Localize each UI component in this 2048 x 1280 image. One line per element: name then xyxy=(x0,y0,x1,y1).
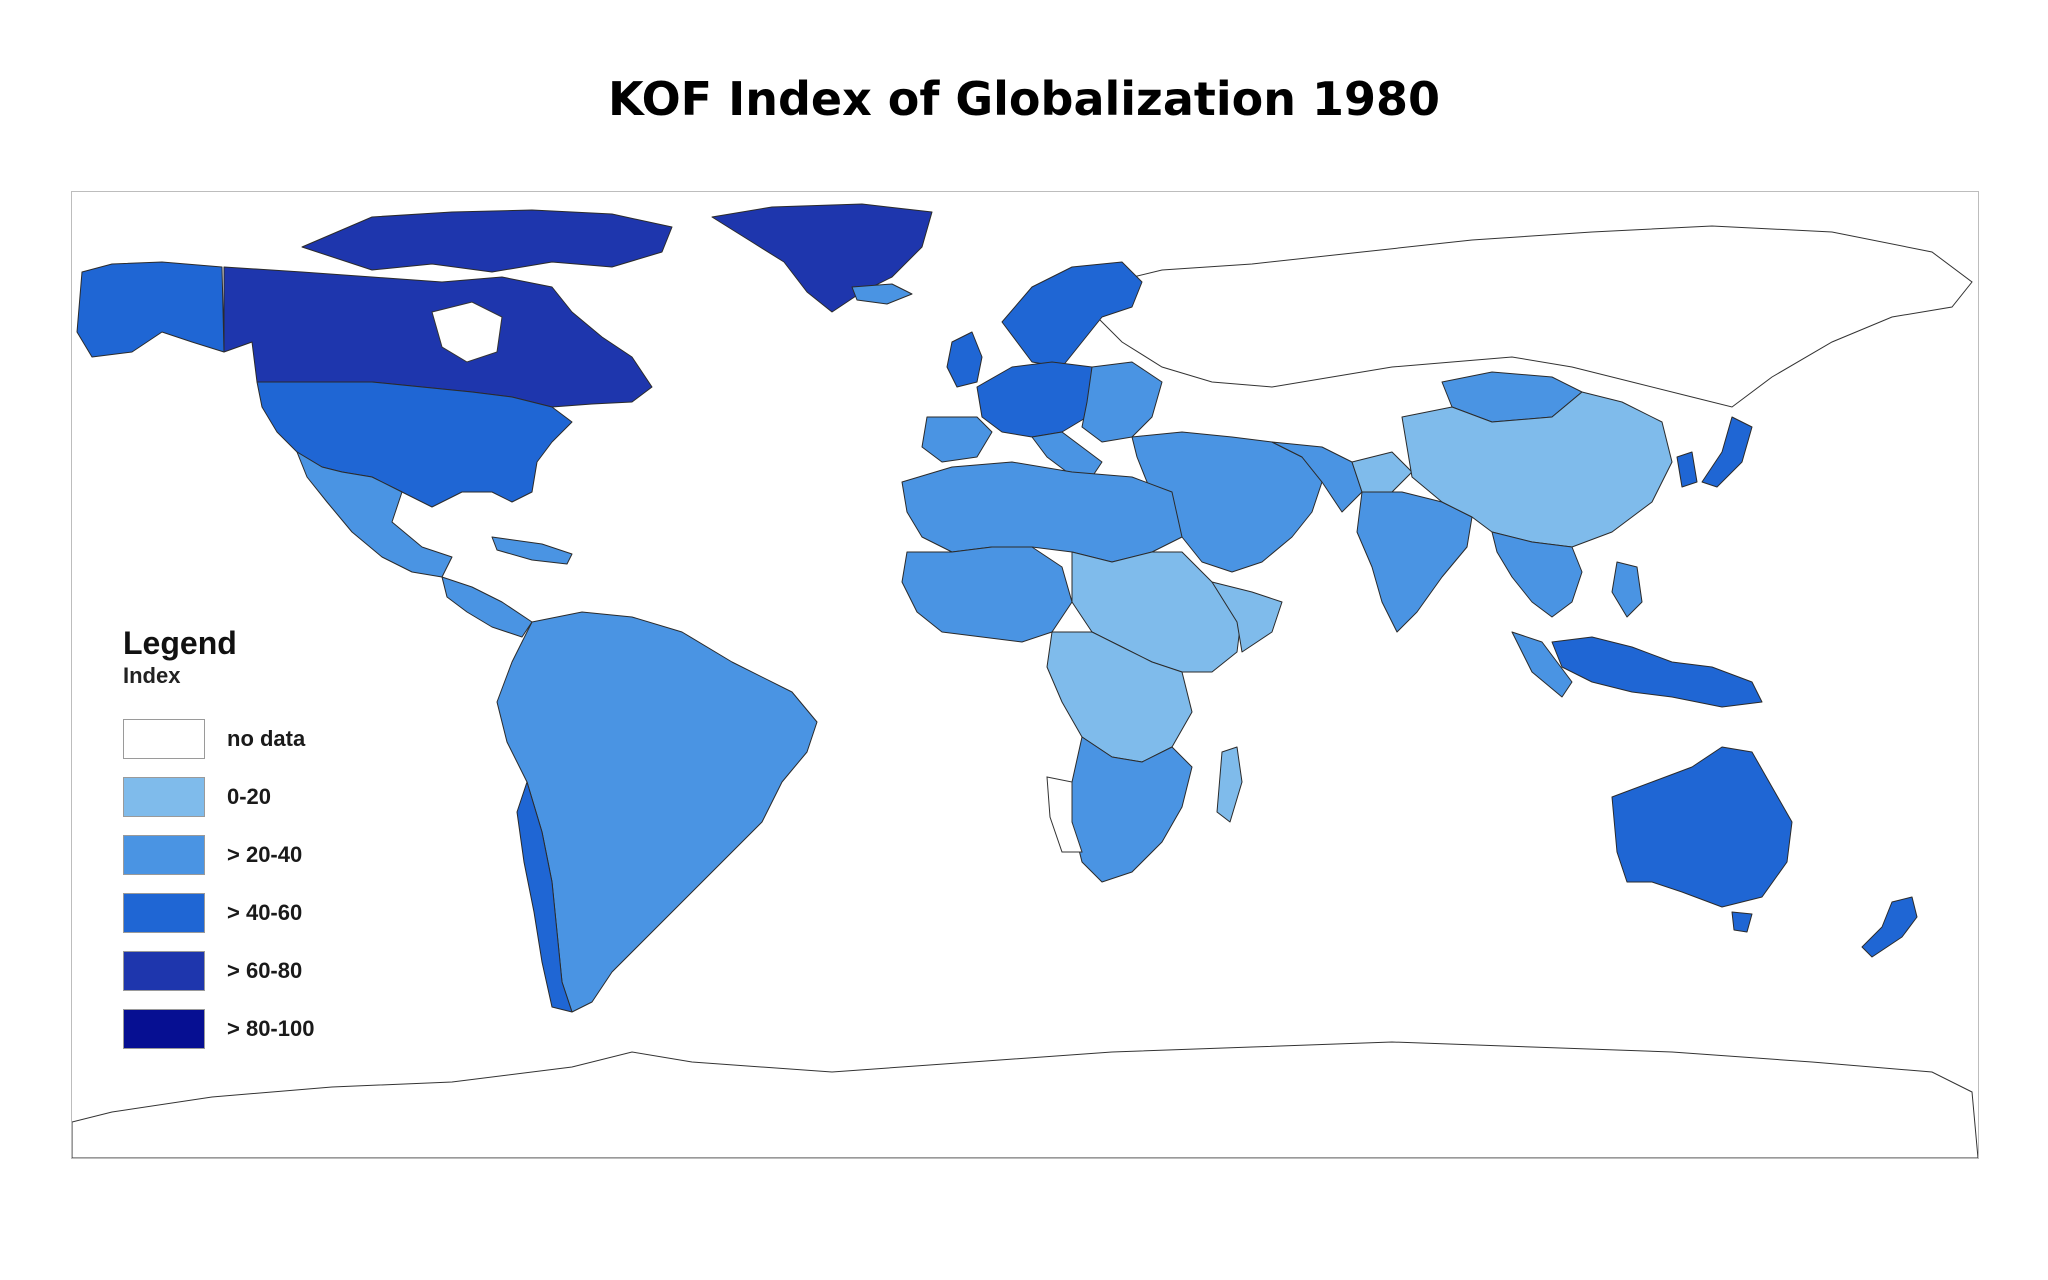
region-tasmania xyxy=(1731,911,1753,933)
region-australia xyxy=(1611,746,1793,908)
legend-swatch xyxy=(123,893,205,933)
region-alaska xyxy=(76,261,225,358)
legend-swatch xyxy=(123,777,205,817)
region-north-africa xyxy=(901,461,1183,563)
region-west-africa xyxy=(901,546,1073,643)
region-eastern-europe xyxy=(1081,361,1163,443)
legend-label: > 80-100 xyxy=(227,1016,315,1041)
region-india xyxy=(1356,491,1473,633)
region-new-zealand xyxy=(1861,896,1918,958)
region-hudson-bay xyxy=(431,301,503,363)
legend-item: > 80-100 xyxy=(123,1000,383,1058)
region-scandinavia xyxy=(1001,261,1143,368)
region-horn-of-africa xyxy=(1211,581,1283,653)
region-greenland xyxy=(711,203,933,313)
legend-label: 0-20 xyxy=(227,784,272,809)
legend-swatch xyxy=(123,719,205,759)
legend-item: 0-20 xyxy=(123,768,383,826)
world-map-canvas xyxy=(72,203,1978,1158)
legend-swatch xyxy=(123,1009,205,1049)
region-iran xyxy=(1271,441,1363,513)
region-uk xyxy=(946,331,983,388)
legend-title: Legend xyxy=(123,625,237,661)
legend-item: > 40-60 xyxy=(123,884,383,942)
legend-item: > 60-80 xyxy=(123,942,383,1000)
region-chile xyxy=(516,781,573,1013)
region-soviet-union xyxy=(1091,225,1973,408)
region-madagascar xyxy=(1216,746,1243,823)
legend-subtitle: Index xyxy=(123,663,181,688)
legend-item: no data xyxy=(123,710,383,768)
region-sumatra xyxy=(1511,631,1573,698)
region-namibia xyxy=(1046,776,1083,853)
region-caribbean xyxy=(491,536,573,565)
legend-label: > 60-80 xyxy=(227,958,303,983)
world-map xyxy=(71,191,1979,1159)
region-china xyxy=(1401,391,1673,548)
legend-swatch xyxy=(123,951,205,991)
region-usa xyxy=(256,381,573,508)
region-iceland xyxy=(851,283,913,305)
region-mexico xyxy=(296,451,453,578)
region-malaysia xyxy=(1551,636,1763,708)
region-japan xyxy=(1701,416,1753,488)
legend-label: no data xyxy=(227,726,306,751)
region-italy-balkans xyxy=(1031,431,1103,478)
legend: Legend Index no data 0-20 > 20-40 > 40-6… xyxy=(123,624,383,1058)
region-philippines xyxy=(1611,561,1643,618)
region-iberia xyxy=(921,416,993,463)
region-southeast-asia xyxy=(1491,531,1583,618)
legend-label: > 20-40 xyxy=(227,842,303,867)
legend-items: no data 0-20 > 20-40 > 40-60 > 60-80 > 8… xyxy=(123,710,383,1058)
legend-item: > 20-40 xyxy=(123,826,383,884)
map-title: KOF Index of Globalization 1980 xyxy=(607,72,1441,126)
legend-label: > 40-60 xyxy=(227,900,303,925)
region-antarctica xyxy=(72,1041,1978,1158)
region-korea xyxy=(1676,451,1698,488)
region-afghanistan xyxy=(1351,451,1413,493)
region-arctic-islands xyxy=(301,209,673,273)
region-central-america xyxy=(441,576,533,638)
legend-swatch xyxy=(123,835,205,875)
